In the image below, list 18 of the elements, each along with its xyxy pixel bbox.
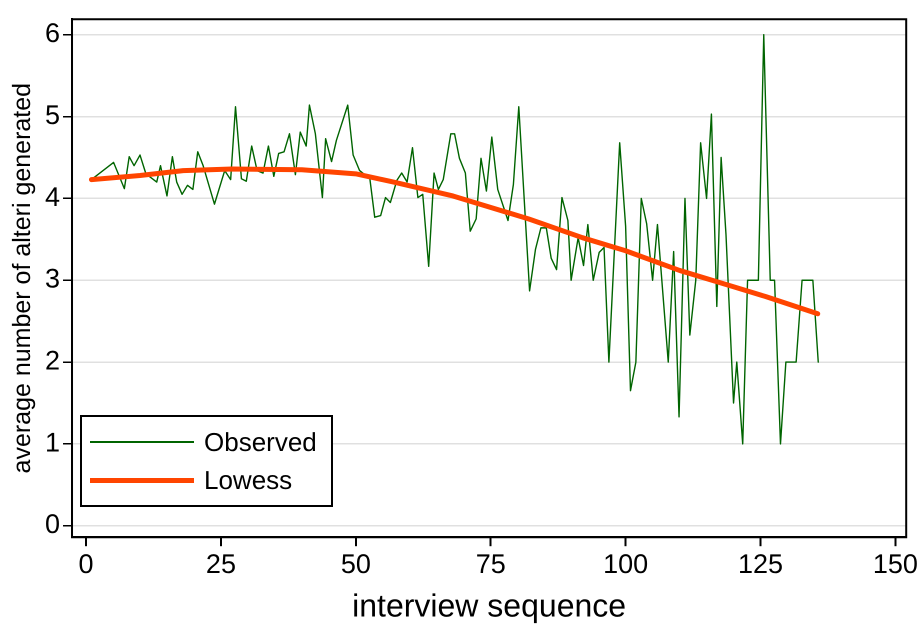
x-tick-label: 0 [78, 548, 94, 579]
y-tick-label: 4 [44, 182, 60, 212]
y-tick-label: 3 [44, 264, 60, 294]
legend-label: Lowess [204, 464, 292, 496]
y-tick-label: 2 [44, 346, 60, 376]
x-tick-label: 50 [340, 548, 371, 579]
y-tick-label: 0 [44, 509, 60, 540]
y-tick-label: 6 [44, 18, 60, 48]
x-tick-label: 100 [603, 548, 648, 579]
y-tick-label: 5 [44, 100, 60, 130]
x-tick-label: 25 [206, 548, 236, 579]
x-tick-label: 150 [872, 548, 918, 579]
x-axis-title: interview sequence [352, 588, 626, 624]
legend-label: Observed [204, 426, 317, 458]
x-tick-label: 125 [738, 548, 784, 579]
y-axis-title: average number of alteri generated [8, 82, 36, 474]
x-tick-label: 75 [476, 548, 506, 579]
y-tick-label: 1 [44, 427, 60, 458]
